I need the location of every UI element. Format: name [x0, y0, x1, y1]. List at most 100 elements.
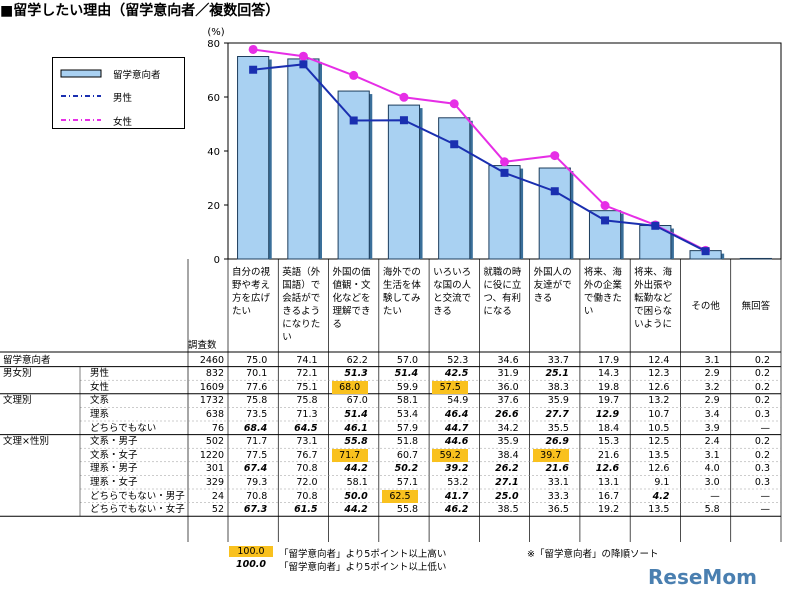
table-cell: 62.2: [346, 354, 368, 366]
table-cell: 73.1: [296, 436, 318, 448]
row-sub-label: どちらでもない: [90, 422, 157, 434]
table-cell: 3.0: [704, 476, 720, 488]
table-cell: 71.7: [246, 436, 268, 448]
table-cell: —: [760, 490, 770, 502]
table-cell: 51.3: [344, 368, 368, 380]
table-cell: 0.2: [754, 449, 770, 461]
table-cell: 75.1: [296, 381, 318, 393]
table-cell: 2.9: [704, 368, 720, 380]
row-n-value: 1220: [199, 449, 224, 461]
table-cell: 35.5: [547, 422, 569, 434]
point-male: [550, 187, 559, 196]
table-cell: 34.6: [497, 354, 519, 366]
category-label: 英語（外 国語）で 会話がで きるよう になりた い: [282, 267, 321, 343]
table-cell: 59.2: [432, 448, 469, 462]
row-sub-label: 文系・女子: [90, 449, 138, 461]
table-cell: 72.0: [296, 476, 318, 488]
table-cell: 50.0: [344, 490, 368, 502]
y-tick-label: 0: [214, 255, 220, 266]
table-cell: 33.7: [547, 354, 569, 366]
category-label: 外国の価 値観・文 化などを 理解でき る: [332, 267, 371, 330]
table-cell: 10.7: [648, 408, 670, 420]
table-cell: 26.2: [495, 463, 519, 475]
table-cell: 35.9: [497, 436, 519, 448]
row-sub-label: 理系・女子: [90, 476, 138, 488]
table-cell: 75.0: [246, 354, 268, 366]
table-cell: 39.2: [444, 463, 469, 475]
table-cell: 61.5: [294, 504, 318, 516]
y-tick-label: 40: [207, 147, 220, 158]
table-cell: 57.5: [432, 380, 469, 394]
legend-swatches: [60, 69, 102, 121]
row-group-label: 文理別: [3, 395, 32, 407]
bar: [538, 167, 571, 260]
table-cell: 64.5: [294, 422, 318, 434]
table-cell: 51.8: [396, 436, 419, 448]
row-sub-label: 女性: [90, 381, 110, 393]
table-cell: 54.9: [447, 395, 469, 407]
table-cell: 50.2: [394, 463, 419, 475]
table-cell: 46.4: [444, 408, 469, 420]
chart-title: ■留学したい理由（留学意向者／複数回答）: [0, 3, 280, 19]
table-cell: 2.9: [704, 395, 720, 407]
row-n-value: 2460: [199, 354, 224, 366]
point-female: [600, 201, 610, 211]
table-cell: 75.8: [246, 395, 268, 407]
table-cell: 10.5: [648, 422, 670, 434]
table-cell: 27.7: [545, 408, 569, 420]
table-cell: 41.7: [444, 490, 469, 502]
table-cell: 57.0: [396, 354, 419, 366]
category-label: 就職の時 に役に立 つ、有利 になる: [483, 267, 522, 317]
table-cell: 55.8: [396, 504, 419, 516]
row-n-value: 76: [211, 422, 224, 434]
table-cell: 4.0: [704, 463, 720, 475]
row-n-value: 638: [205, 408, 224, 420]
table-cell: 0.2: [754, 381, 770, 393]
table-cell: 70.8: [246, 490, 268, 502]
table-cell: 44.7: [444, 422, 469, 434]
bar: [488, 165, 521, 260]
table-cell: 33.1: [547, 476, 569, 488]
point-female: [248, 44, 258, 54]
table-cell: 59.9: [396, 381, 419, 393]
table-cell: 38.3: [547, 381, 569, 393]
table-cell: 44.2: [344, 504, 368, 516]
table-cell: 53.2: [447, 476, 469, 488]
table-cell: 13.5: [648, 449, 670, 461]
table-cell: 33.3: [547, 490, 569, 502]
table-cell: 46.1: [344, 422, 368, 434]
point-male: [399, 116, 408, 125]
point-female: [399, 92, 409, 102]
row-group-label: 男女別: [3, 368, 32, 380]
point-female: [449, 99, 459, 109]
table-cell: —: [710, 490, 720, 502]
table-cell: 71.3: [296, 408, 318, 420]
row-sub-label: 文系: [90, 395, 110, 407]
row-n-value: 502: [205, 436, 224, 448]
table-cell: 55.8: [344, 436, 368, 448]
table-cell: 12.6: [595, 463, 620, 475]
table-cell: 42.5: [444, 368, 469, 380]
table-cell: 76.7: [296, 449, 318, 461]
table-cell: 0.2: [754, 368, 770, 380]
row-sub-label: どちらでもない・女子: [90, 504, 185, 516]
table-cell: 3.1: [704, 449, 720, 461]
table-cell: 17.9: [598, 354, 620, 366]
table-cell: 73.5: [246, 408, 268, 420]
table-cell: 71.7: [331, 448, 368, 462]
table-cell: 72.1: [296, 368, 318, 380]
table-cell: 16.7: [598, 490, 620, 502]
table-cell: 15.3: [598, 436, 620, 448]
table-cell: 68.4: [243, 422, 268, 434]
table-cell: 25.1: [545, 368, 569, 380]
legend-label-female: 女性: [113, 117, 133, 128]
category-label: 将来、海 外出張や 転勤など で困らな いように: [634, 267, 673, 330]
table-cell: 46.2: [444, 504, 469, 516]
bar: [739, 257, 772, 260]
table-cell: 67.0: [346, 395, 368, 407]
table-cell: 51.4: [344, 408, 368, 420]
bar: [337, 90, 370, 260]
table-cell: 4.2: [652, 490, 670, 502]
category-label: 将来、海 外の企業 で働きた い: [583, 267, 622, 317]
